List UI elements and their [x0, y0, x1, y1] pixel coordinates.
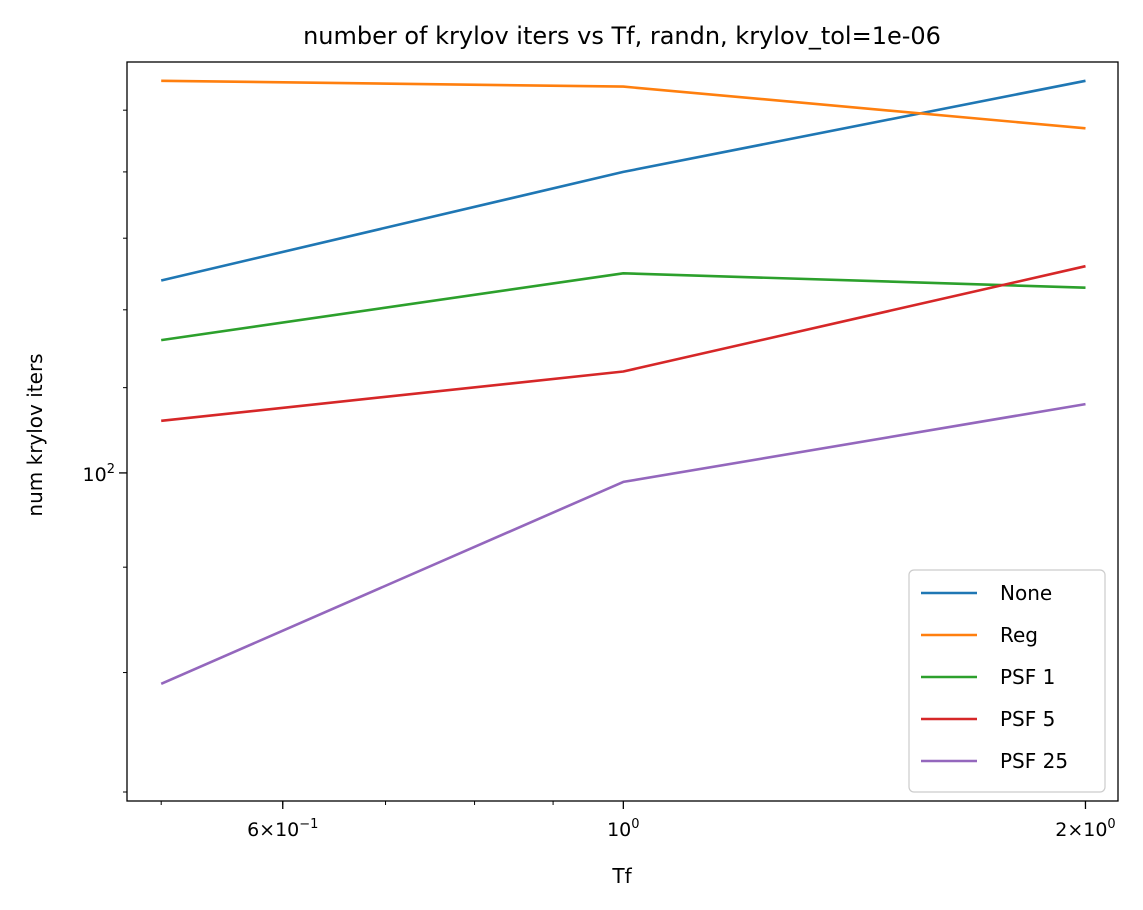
- series-group: [160, 79, 1086, 685]
- legend-label-2: PSF 1: [1000, 665, 1055, 689]
- legend-label-4: PSF 25: [1000, 749, 1068, 773]
- x-tick-label-0: 6×10−1: [247, 817, 318, 841]
- legend-label-3: PSF 5: [1000, 707, 1055, 731]
- x-axis-label: Tf: [611, 864, 632, 888]
- series-line-4: [160, 402, 1086, 685]
- legend-box: [908, 569, 1106, 793]
- series-line-0: [160, 79, 1086, 282]
- chart-title: number of krylov iters vs Tf, randn, kry…: [303, 22, 941, 50]
- series-line-1: [161, 79, 1086, 130]
- legend-label-1: Reg: [1000, 623, 1038, 647]
- legend: None Reg PSF 1 PSF 5 PSF 25: [908, 569, 1106, 793]
- y-axis-label: num krylov iters: [23, 353, 47, 516]
- y-tick-label-0: 102: [83, 462, 115, 486]
- legend-label-0: None: [1000, 581, 1052, 605]
- x-tick-label-1: 100: [607, 817, 639, 841]
- series-line-2: [161, 271, 1086, 342]
- ticks-group: 6×10−1 100 2×100 102: [83, 109, 1116, 841]
- axes-frame: [126, 61, 1119, 802]
- x-tick-label-2: 2×100: [1055, 817, 1115, 841]
- series-line-3: [161, 264, 1086, 423]
